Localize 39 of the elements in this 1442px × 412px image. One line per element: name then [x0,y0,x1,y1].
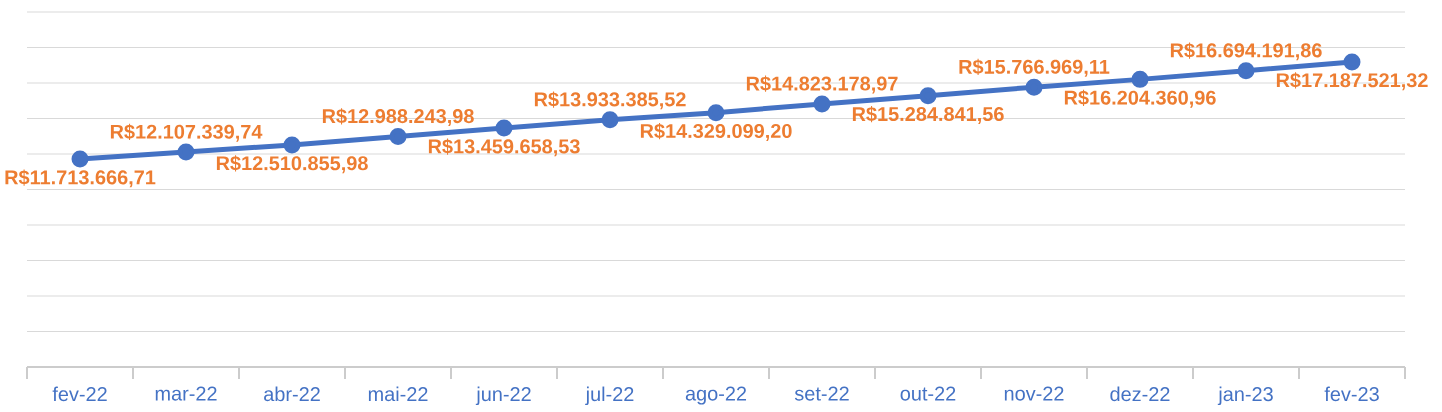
data-label: R$13.933.385,52 [534,91,686,110]
x-tick-label: mar-22 [155,386,217,401]
point [601,111,619,129]
data-label: R$14.823.178,97 [746,75,898,94]
point [1237,62,1255,80]
data-label: R$15.284.841,56 [852,106,1004,125]
data-label: R$12.510.855,98 [216,155,368,174]
point [1025,78,1043,96]
data-label: R$12.107.339,74 [110,123,263,142]
point [71,150,89,168]
data-label: R$13.459.658,53 [428,138,580,157]
x-tick-label: nov-22 [1004,386,1064,401]
x-tick-label: jan-23 [1217,386,1273,406]
point [177,143,195,161]
point [495,119,513,137]
x-tick-label: abr-22 [264,386,320,402]
data-label: R$12.988.243,98 [322,108,474,127]
x-tick-label: mai-22 [368,386,428,402]
x-tick-label: fev-22 [52,386,107,402]
point [389,128,407,146]
x-tick-label: fev-23 [1324,386,1379,402]
point [919,87,937,105]
data-label: R$17.187.521,32 [1276,72,1428,91]
point [1343,53,1361,71]
data-label: R$15.766.969,11 [959,58,1110,77]
data-label: R$14.329.099,20 [640,123,792,142]
x-tick-label: set-22 [794,386,849,401]
point [707,104,725,122]
data-label: R$16.204.360,96 [1064,89,1216,108]
x-tick-label: dez-22 [1110,386,1170,402]
point [283,136,301,154]
x-tick-label: out-22 [900,386,956,401]
data-label: R$16.694.191,86 [1170,42,1322,61]
x-tick-label: ago-22 [685,386,747,405]
point [813,95,831,113]
x-tick-label: jul-22 [585,386,634,406]
point [1131,71,1149,88]
data-label: R$11.713.666,71 [5,169,156,188]
x-tick-label: jun-22 [475,386,531,406]
